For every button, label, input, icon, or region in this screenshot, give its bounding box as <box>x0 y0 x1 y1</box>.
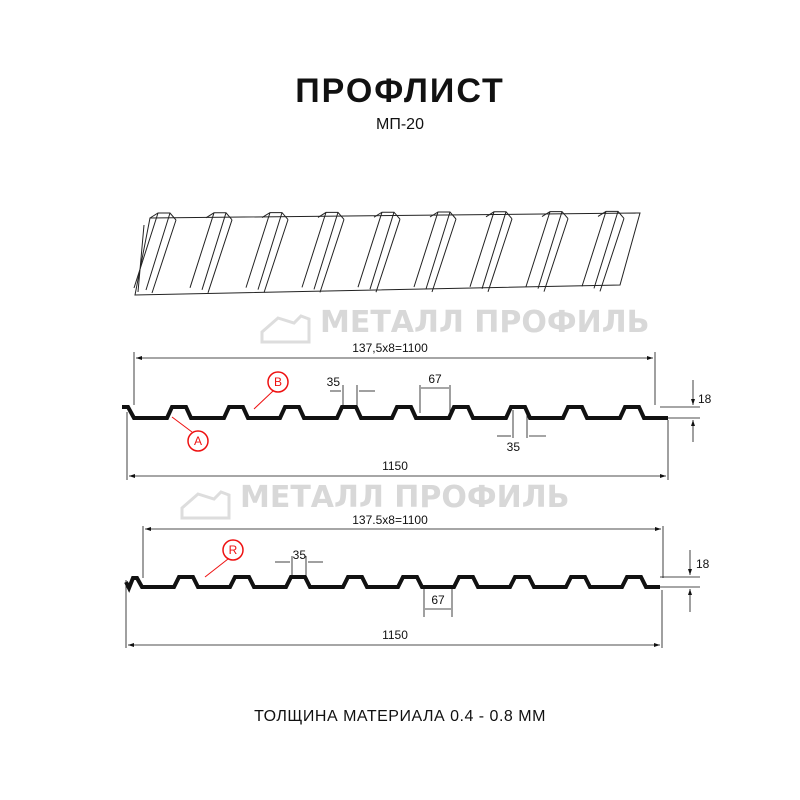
sheet-rib <box>357 211 401 293</box>
callout-a: A <box>171 416 209 452</box>
height-label: 18 <box>698 392 712 406</box>
material-thickness-note: ТОЛЩИНА МАТЕРИАЛА 0.4 - 0.8 ММ <box>254 708 546 725</box>
sheet-rib <box>413 211 457 293</box>
page-title: ПРОФЛИСТ <box>295 72 505 110</box>
sheet-rib <box>469 211 513 292</box>
svg-text:A: A <box>194 434 202 448</box>
profile-2-line <box>124 575 660 593</box>
pitch-label: 137.5x8=1100 <box>352 513 428 527</box>
callout-r: R <box>204 539 244 578</box>
trough-width-label: 67 <box>431 593 445 607</box>
profile-2: 137.5x8=1100 1150 35 67 18 R <box>124 513 710 648</box>
profile-1: 137,5x8=1100 1150 35 67 35 18 B A <box>122 341 712 480</box>
sheet-rib <box>525 211 569 292</box>
watermark-1: МЕТАЛЛ ПРОФИЛЬ <box>260 305 650 344</box>
profile-1-line <box>122 405 668 420</box>
sheet-rib <box>301 211 345 293</box>
callout-b: B <box>253 371 289 410</box>
sheet-rib <box>189 212 233 293</box>
pitch-label: 137,5x8=1100 <box>352 341 428 355</box>
sheet-rib <box>581 210 625 292</box>
model-label: МП-20 <box>376 116 424 133</box>
svg-text:МЕТАЛЛ ПРОФИЛЬ: МЕТАЛЛ ПРОФИЛЬ <box>240 480 570 515</box>
crest-width-label: 35 <box>327 375 341 389</box>
sheet-3d-view <box>133 210 641 296</box>
sheet-outline <box>134 212 641 296</box>
sheet-rib <box>133 212 177 294</box>
crest-width-label: 35 <box>293 548 307 562</box>
svg-text:B: B <box>274 375 282 389</box>
bottom-crest-label: 35 <box>507 440 521 454</box>
svg-text:МЕТАЛЛ ПРОФИЛЬ: МЕТАЛЛ ПРОФИЛЬ <box>320 305 650 340</box>
trough-width-label: 67 <box>428 372 442 386</box>
total-width-label: 1150 <box>382 459 408 473</box>
total-width-label: 1150 <box>382 628 408 642</box>
watermark-2: МЕТАЛЛ ПРОФИЛЬ <box>180 480 570 520</box>
svg-text:R: R <box>229 543 238 557</box>
height-label: 18 <box>696 557 710 571</box>
sheet-rib <box>245 212 289 293</box>
